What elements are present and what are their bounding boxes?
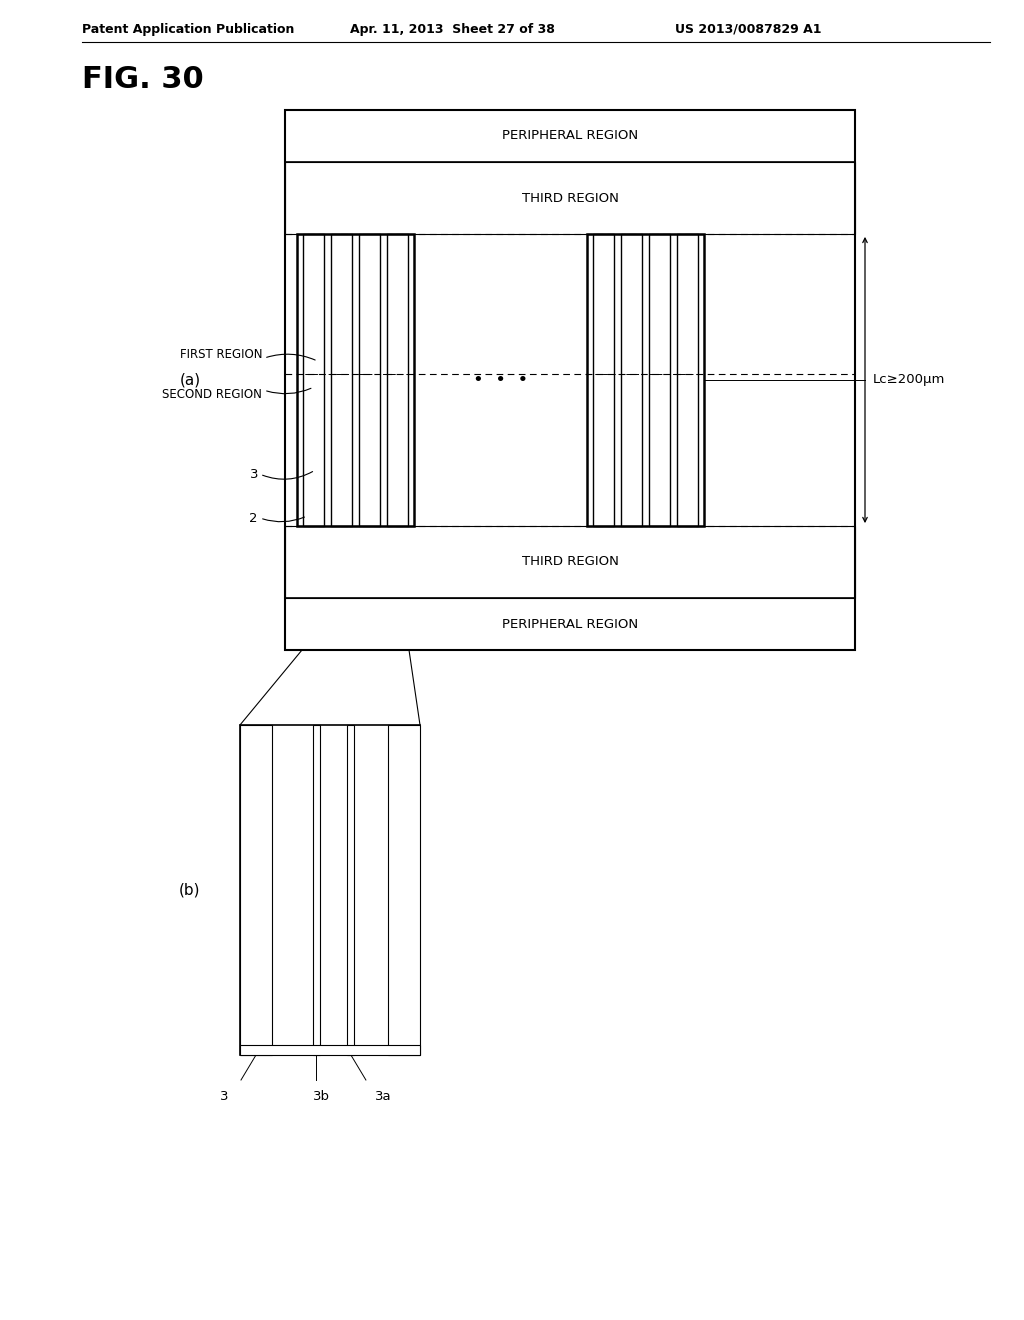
Bar — [621, 234, 642, 525]
Bar — [388, 725, 420, 1055]
Text: US 2013/0087829 A1: US 2013/0087829 A1 — [675, 22, 821, 36]
Text: SECOND REGION: SECOND REGION — [162, 388, 262, 401]
Text: Patent Application Publication: Patent Application Publication — [82, 22, 294, 36]
Bar — [347, 725, 354, 1055]
Text: 3a: 3a — [375, 1090, 391, 1104]
Bar — [240, 725, 272, 1055]
Bar — [621, 234, 642, 525]
Bar — [240, 725, 420, 1055]
Bar — [285, 525, 855, 598]
Bar — [677, 234, 697, 525]
Bar — [285, 598, 855, 649]
Bar — [593, 234, 613, 525]
Text: 3: 3 — [250, 467, 258, 480]
Bar — [331, 234, 352, 525]
Bar — [285, 110, 855, 649]
Bar — [240, 1045, 420, 1055]
Bar — [285, 110, 855, 162]
Bar — [285, 162, 855, 234]
Text: THIRD REGION: THIRD REGION — [521, 556, 618, 569]
Bar — [649, 234, 670, 525]
Bar — [312, 725, 319, 1055]
Bar — [587, 234, 703, 525]
Bar — [285, 234, 855, 525]
Bar — [593, 234, 613, 525]
Text: •  •  •: • • • — [473, 371, 528, 389]
Bar — [331, 234, 352, 525]
Bar — [387, 234, 408, 525]
Bar — [387, 234, 408, 525]
Bar — [677, 234, 697, 525]
Text: 2: 2 — [250, 511, 258, 524]
Bar — [285, 525, 855, 598]
Text: (a): (a) — [179, 372, 201, 388]
Bar — [359, 234, 380, 525]
Bar — [297, 234, 414, 525]
Text: PERIPHERAL REGION: PERIPHERAL REGION — [502, 129, 638, 143]
Text: THIRD REGION: THIRD REGION — [521, 191, 618, 205]
Text: 3: 3 — [220, 1090, 228, 1104]
Text: Lc≥200μm: Lc≥200μm — [873, 374, 945, 387]
Bar — [303, 234, 324, 525]
Text: (b): (b) — [179, 883, 201, 898]
Text: 3b: 3b — [312, 1090, 330, 1104]
Text: FIRST REGION: FIRST REGION — [179, 347, 262, 360]
Text: PERIPHERAL REGION: PERIPHERAL REGION — [502, 618, 638, 631]
Text: Apr. 11, 2013  Sheet 27 of 38: Apr. 11, 2013 Sheet 27 of 38 — [350, 22, 555, 36]
Bar — [359, 234, 380, 525]
Text: FIG. 30: FIG. 30 — [82, 65, 204, 94]
Bar — [303, 234, 324, 525]
Bar — [649, 234, 670, 525]
Bar — [285, 162, 855, 234]
